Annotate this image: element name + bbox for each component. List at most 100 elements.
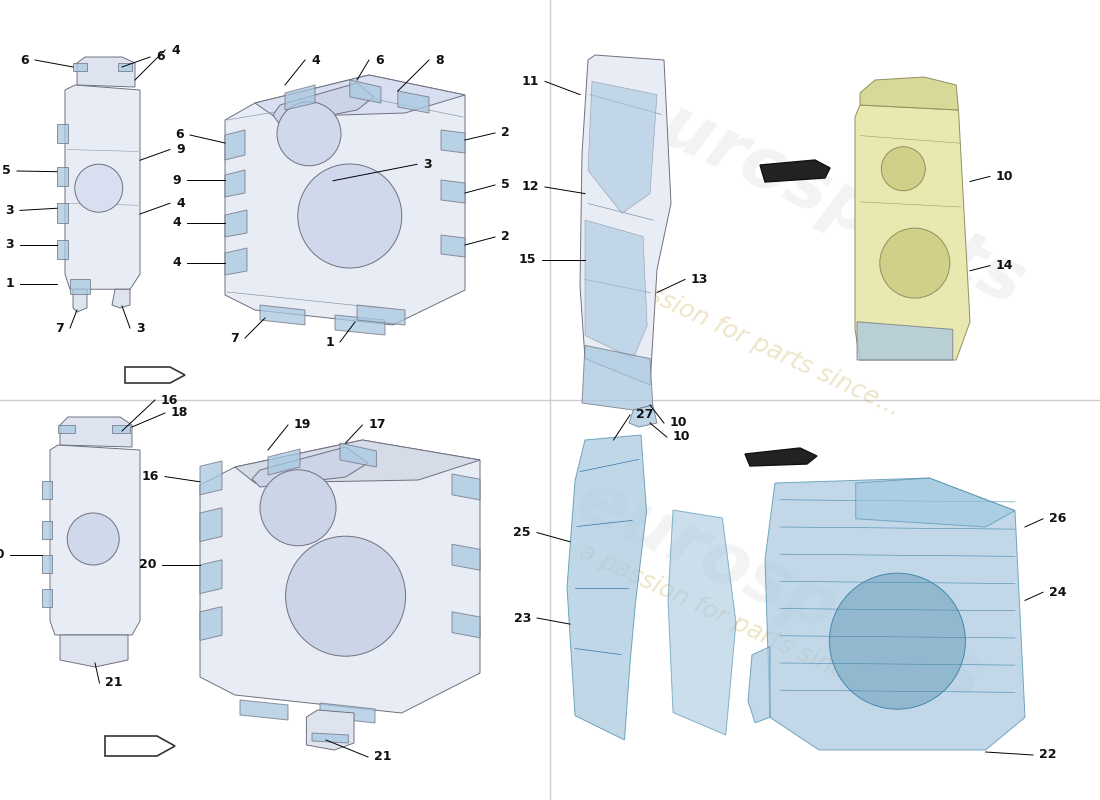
Polygon shape	[235, 440, 480, 483]
Polygon shape	[580, 55, 671, 385]
Polygon shape	[226, 130, 245, 160]
Polygon shape	[340, 443, 376, 467]
Polygon shape	[60, 635, 128, 667]
Polygon shape	[855, 105, 970, 360]
Polygon shape	[70, 278, 90, 294]
Text: a passion for parts since...: a passion for parts since...	[575, 539, 884, 701]
Circle shape	[67, 513, 119, 565]
Text: 15: 15	[518, 253, 536, 266]
Text: 4: 4	[173, 257, 182, 270]
Text: 1: 1	[326, 335, 334, 349]
Text: 2: 2	[500, 126, 509, 139]
Text: 4: 4	[173, 217, 182, 230]
Polygon shape	[57, 124, 68, 143]
Polygon shape	[585, 220, 647, 358]
Polygon shape	[320, 703, 375, 723]
Polygon shape	[764, 478, 1025, 750]
Text: eurosparts: eurosparts	[565, 466, 996, 714]
Text: eurosparts: eurosparts	[605, 70, 1035, 320]
Text: 21: 21	[374, 750, 392, 763]
Polygon shape	[57, 203, 68, 222]
Polygon shape	[358, 305, 405, 325]
Polygon shape	[200, 440, 480, 713]
Text: 6: 6	[21, 54, 29, 66]
Polygon shape	[104, 736, 175, 756]
Text: 10: 10	[996, 170, 1013, 183]
Text: 20: 20	[0, 549, 4, 562]
Text: 10: 10	[670, 417, 688, 430]
Polygon shape	[125, 367, 185, 383]
Polygon shape	[240, 700, 288, 720]
Circle shape	[286, 536, 406, 656]
Polygon shape	[668, 510, 736, 735]
Polygon shape	[226, 210, 248, 237]
Polygon shape	[582, 346, 652, 410]
Polygon shape	[441, 235, 465, 257]
Polygon shape	[860, 77, 958, 110]
Text: 6: 6	[175, 129, 184, 142]
Polygon shape	[745, 448, 817, 466]
Circle shape	[829, 573, 966, 710]
Text: 20: 20	[139, 558, 156, 571]
Text: 7: 7	[55, 322, 64, 334]
Text: 19: 19	[294, 418, 311, 431]
Polygon shape	[58, 425, 75, 433]
Text: 3: 3	[6, 238, 14, 251]
Polygon shape	[50, 445, 140, 635]
Polygon shape	[255, 75, 465, 117]
Polygon shape	[60, 417, 132, 447]
Text: 3: 3	[136, 322, 144, 334]
Circle shape	[277, 102, 341, 166]
Text: 1: 1	[6, 277, 14, 290]
Polygon shape	[42, 589, 52, 607]
Text: 2: 2	[500, 230, 509, 243]
Text: 26: 26	[1049, 512, 1066, 526]
Polygon shape	[273, 83, 374, 125]
Polygon shape	[285, 85, 315, 110]
Text: 10: 10	[673, 430, 691, 443]
Text: 23: 23	[514, 611, 531, 625]
Polygon shape	[856, 478, 1015, 527]
Polygon shape	[260, 305, 305, 325]
Text: 3: 3	[6, 204, 14, 217]
Text: 17: 17	[368, 418, 386, 431]
Text: 9: 9	[176, 143, 185, 156]
Circle shape	[298, 164, 402, 268]
Polygon shape	[112, 425, 130, 433]
Polygon shape	[588, 82, 657, 214]
Polygon shape	[42, 555, 52, 573]
Polygon shape	[307, 710, 354, 750]
Polygon shape	[748, 646, 770, 723]
Text: 27: 27	[636, 409, 653, 422]
Polygon shape	[73, 290, 87, 312]
Circle shape	[260, 470, 336, 546]
Text: 6: 6	[156, 50, 165, 63]
Text: a passion for parts since...: a passion for parts since...	[595, 259, 904, 421]
Polygon shape	[336, 315, 385, 335]
Text: 18: 18	[170, 406, 188, 419]
Polygon shape	[566, 435, 647, 740]
Text: 7: 7	[230, 331, 239, 345]
Polygon shape	[226, 170, 245, 197]
Polygon shape	[452, 612, 480, 638]
Text: 4: 4	[170, 43, 179, 57]
Circle shape	[880, 228, 949, 298]
Polygon shape	[42, 481, 52, 499]
Polygon shape	[398, 91, 429, 113]
Polygon shape	[112, 290, 130, 308]
Text: 21: 21	[106, 677, 123, 690]
Polygon shape	[350, 80, 381, 103]
Circle shape	[881, 146, 925, 190]
Polygon shape	[118, 63, 132, 71]
Text: 5: 5	[500, 178, 509, 191]
Polygon shape	[200, 508, 222, 542]
Text: 8: 8	[434, 54, 443, 66]
Polygon shape	[857, 322, 953, 360]
Text: 12: 12	[521, 181, 539, 194]
Circle shape	[75, 164, 123, 212]
Text: 9: 9	[173, 174, 182, 186]
Polygon shape	[77, 57, 135, 87]
Text: 24: 24	[1049, 586, 1067, 598]
Polygon shape	[629, 405, 657, 427]
Polygon shape	[452, 474, 480, 500]
